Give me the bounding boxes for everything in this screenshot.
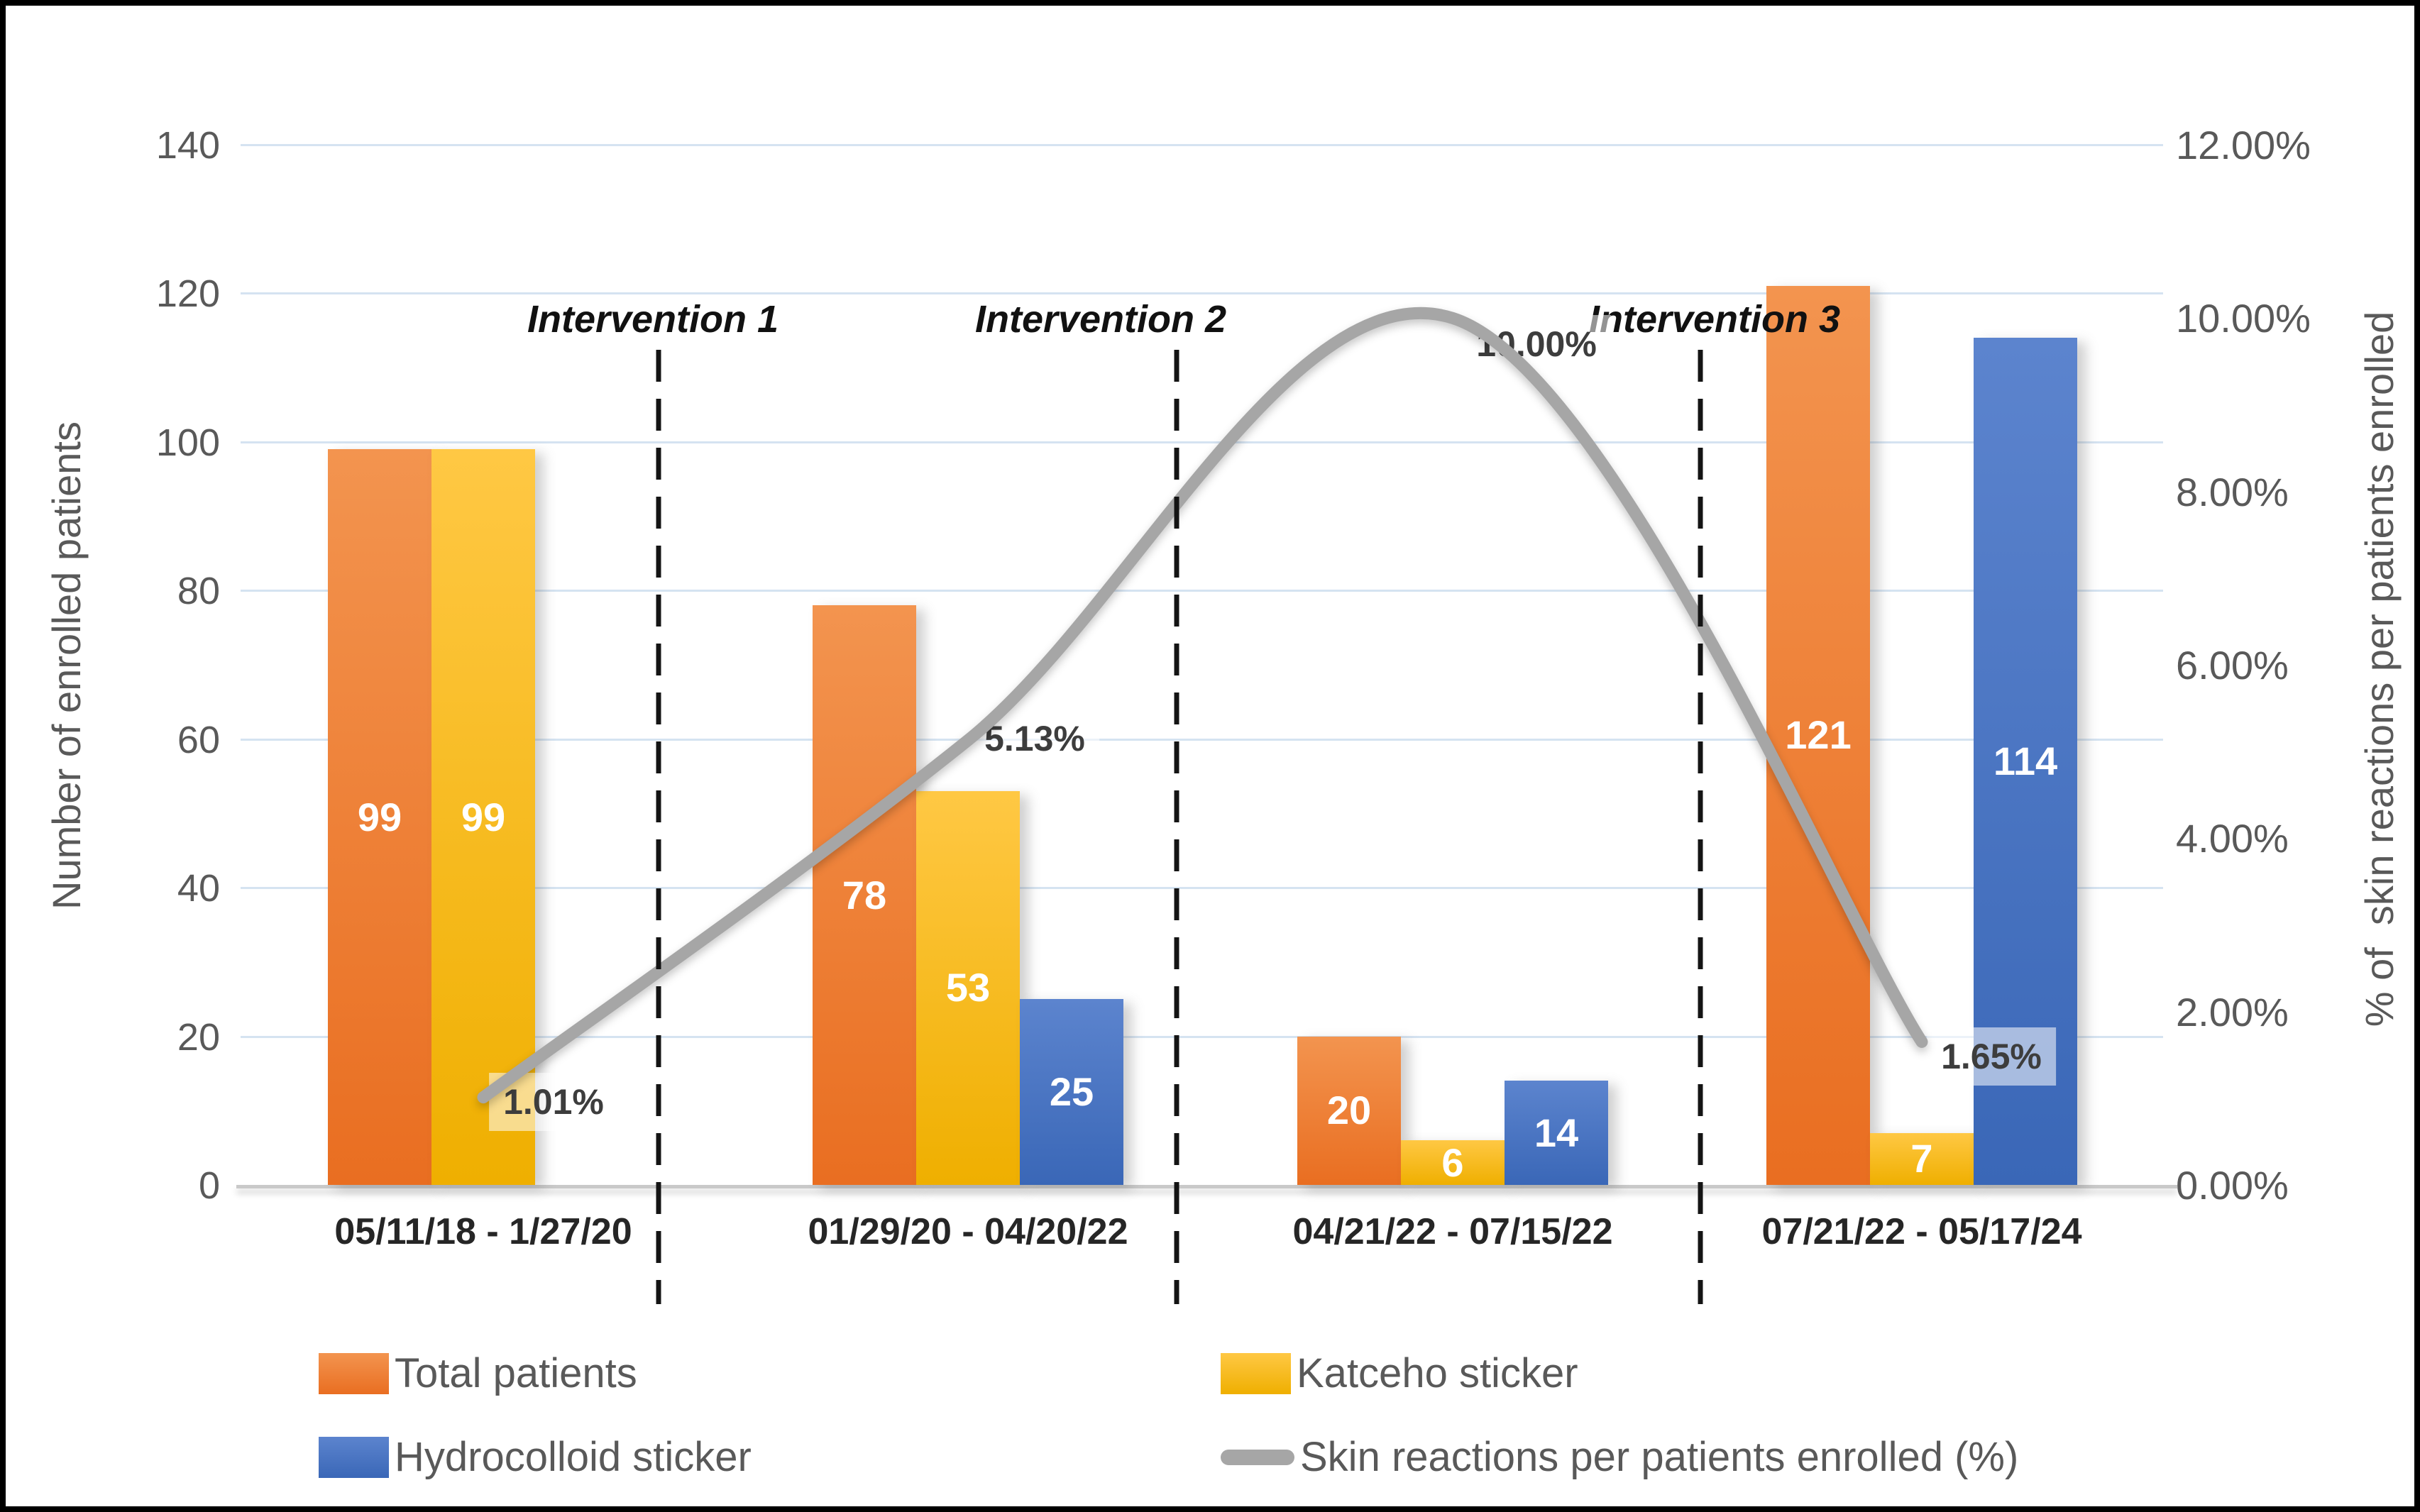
- right-axis-title: % of skin reactions per patients enrolle…: [2357, 311, 2402, 1027]
- legend-item-katceho-sticker: Katceho sticker: [1221, 1353, 1578, 1394]
- right-axis-tick: 4.00%: [2176, 816, 2289, 861]
- right-axis-tick: 10.00%: [2176, 296, 2311, 341]
- bar-value-label: 53: [945, 965, 991, 1010]
- legend-label-total-patients: Total patients: [395, 1350, 637, 1396]
- left-axis-tick: 60: [177, 718, 220, 761]
- bar-value-label: 14: [1534, 1110, 1579, 1155]
- legend-item-hydrocolloid-sticker: Hydrocolloid sticker: [319, 1437, 752, 1478]
- legend-key-katceho-sticker: [1221, 1353, 1291, 1394]
- x-axis-category-label: 07/21/22 - 05/17/24: [1761, 1211, 2082, 1252]
- left-axis-tick: 0: [198, 1164, 220, 1207]
- gridline: [241, 441, 2163, 443]
- bar-total-patients: 121: [1766, 285, 1870, 1185]
- legend-item-skin-reactions: Skin reactions per patients enrolled (%): [1221, 1437, 2018, 1478]
- line-point-label: 10.00%: [1462, 315, 1611, 373]
- bar-katceho-sticker: 7: [1870, 1132, 1974, 1185]
- left-axis-tick: 80: [177, 570, 220, 613]
- line-point-label: 1.01%: [489, 1073, 618, 1131]
- intervention-label: Intervention 3: [1588, 298, 1841, 341]
- left-axis-tick: 40: [177, 867, 220, 910]
- bar-value-label: 114: [1993, 739, 2058, 784]
- bar-katceho-sticker: 6: [1401, 1140, 1505, 1185]
- x-axis-category-label: 05/11/18 - 1/27/20: [334, 1211, 632, 1252]
- skin-reactions-line: [477, 307, 1928, 1104]
- bar-value-label: 121: [1785, 712, 1852, 758]
- bar-value-label: 25: [1049, 1069, 1094, 1115]
- right-axis-tick: 2.00%: [2176, 989, 2289, 1034]
- intervention-label: Intervention 2: [974, 298, 1227, 341]
- left-axis-tick: 20: [177, 1015, 220, 1059]
- left-axis-tick: 120: [155, 272, 220, 316]
- legend-key-hydrocolloid-sticker: [319, 1437, 389, 1478]
- legend-key-skin-reactions-line: [1221, 1450, 1294, 1465]
- legend-label-skin-reactions: Skin reactions per patients enrolled (%): [1300, 1434, 2019, 1480]
- bar-value-label: 7: [1910, 1136, 1933, 1181]
- line-point-label: 1.65%: [1927, 1027, 2056, 1086]
- bar-value-label: 20: [1326, 1088, 1372, 1133]
- gridline: [241, 144, 2163, 146]
- bar-total-patients: 78: [813, 605, 916, 1185]
- legend-key-total-patients: [319, 1353, 389, 1394]
- bar-total-patients: 99: [328, 449, 431, 1185]
- gridline: [241, 292, 2163, 295]
- legend-label-katceho-sticker: Katceho sticker: [1297, 1350, 1578, 1396]
- bar-total-patients: 20: [1297, 1036, 1401, 1185]
- intervention-label: Intervention 1: [527, 298, 779, 341]
- right-axis-tick: 12.00%: [2176, 123, 2311, 167]
- bar-hydrocolloid-sticker: 25: [1020, 999, 1123, 1185]
- bar-value-label: 78: [842, 872, 887, 917]
- x-axis-line: [236, 1185, 2177, 1188]
- legend-item-total-patients: Total patients: [319, 1353, 637, 1394]
- right-axis-tick: 8.00%: [2176, 469, 2289, 514]
- left-axis-tick: 100: [155, 421, 220, 464]
- line-point-label: 5.13%: [970, 710, 1099, 768]
- bar-value-label: 99: [357, 794, 402, 839]
- x-axis-category-label: 04/21/22 - 07/15/22: [1292, 1211, 1613, 1252]
- right-axis-tick: 6.00%: [2176, 643, 2289, 688]
- bar-value-label: 6: [1441, 1139, 1464, 1185]
- bar-value-label: 99: [461, 794, 506, 839]
- bar-hydrocolloid-sticker: 14: [1505, 1081, 1608, 1185]
- left-axis-tick: 140: [155, 124, 220, 167]
- legend-label-hydrocolloid-sticker: Hydrocolloid sticker: [395, 1434, 752, 1480]
- left-axis-title: Number of enrolled patients: [44, 421, 89, 910]
- x-axis-category-label: 01/29/20 - 04/20/22: [808, 1211, 1128, 1252]
- bar-katceho-sticker: 53: [916, 791, 1020, 1185]
- right-axis-tick: 0.00%: [2176, 1163, 2289, 1208]
